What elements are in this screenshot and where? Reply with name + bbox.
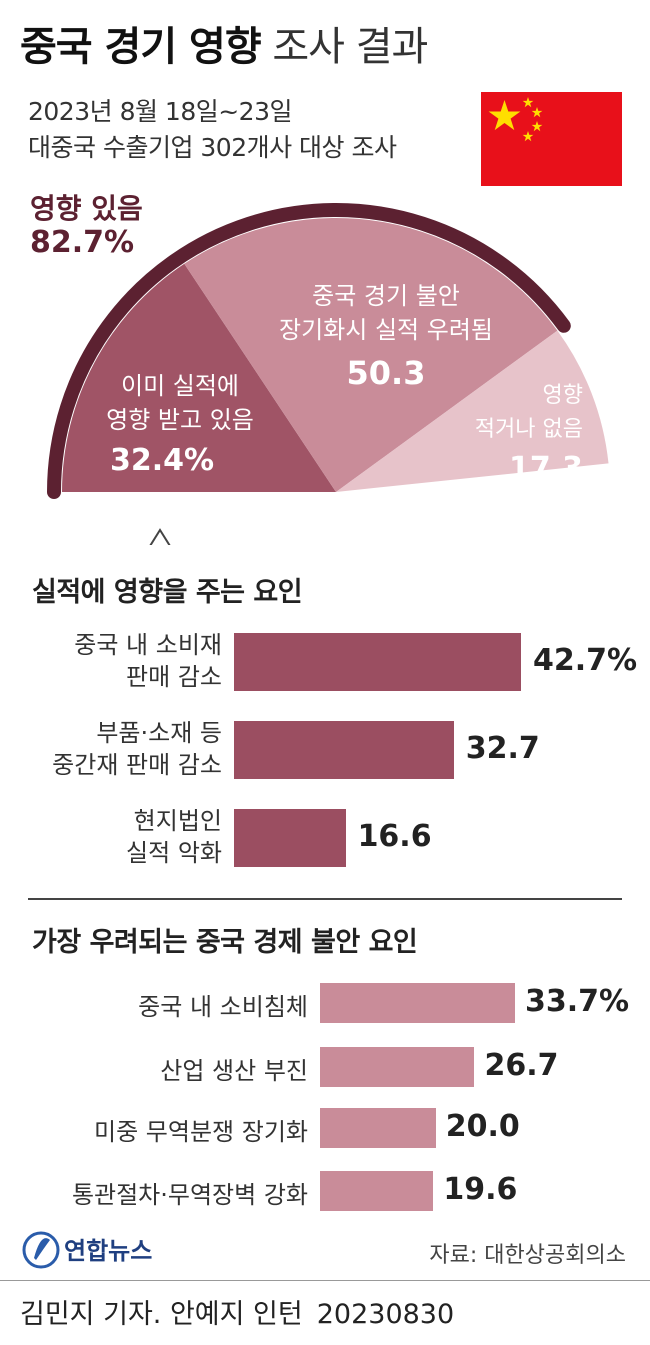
- section1-title: 실적에 영향을 주는 요인: [32, 577, 303, 608]
- bar-concern-label-2: 미중 무역분쟁 장기화: [94, 1118, 308, 1146]
- slice-0-label-line1: 이미 실적에: [121, 372, 239, 400]
- china-flag-icon: [481, 92, 622, 186]
- bar-concern-label-3: 통관절차·무역장벽 강화: [71, 1181, 308, 1209]
- section2-title: 가장 우려되는 중국 경제 불안 요인: [32, 927, 418, 958]
- bar-performance-0: [234, 633, 521, 691]
- pie-slice-worried: [184, 217, 558, 492]
- footer-divider: [0, 1280, 650, 1281]
- bar-performance-label-line1: 현지법인: [133, 807, 222, 835]
- total-impact-label: 영향 있음: [30, 192, 143, 225]
- slice-0-value: 32.4%: [110, 443, 214, 478]
- credit-date: 20230830: [316, 1299, 455, 1330]
- bar-performance-1: [234, 721, 454, 779]
- title-bold: 중국 경기 영향: [20, 24, 262, 70]
- impact-total-arc: [47, 203, 571, 499]
- total-impact-value: 82.7%: [30, 225, 134, 260]
- slice-2-label-line2: 적거나 없음: [475, 417, 583, 442]
- bar-performance-label-line2: 판매 감소: [126, 663, 222, 691]
- bar-concern-1: [320, 1047, 475, 1087]
- bar-concern-label-0: 중국 내 소비침체: [138, 993, 308, 1021]
- bar-concern-0: [320, 983, 515, 1023]
- credit-line: 김민지 기자. 안예지 인턴 20230830: [20, 1292, 454, 1331]
- subtitle-sample: 대중국 수출기업 302개사 대상 조사: [28, 133, 397, 162]
- page-title: 중국 경기 영향 조사 결과: [20, 14, 428, 72]
- title-normal: 조사 결과: [272, 24, 428, 70]
- bar-concern-value-3: 19.6: [443, 1172, 518, 1207]
- slice-2-value: 17.3: [509, 451, 583, 486]
- yonhap-logo: 연합뉴스: [22, 1231, 152, 1269]
- baseline-pointer: [149, 528, 171, 545]
- bar-concern-label-1: 산업 생산 부진: [160, 1057, 308, 1085]
- bar-performance-value-1: 32.7: [465, 731, 540, 766]
- bar-performance-2: [234, 809, 346, 867]
- bar-performance-label-line1: 부품·소재 등: [96, 719, 222, 747]
- bar-concern-3: [320, 1171, 434, 1211]
- slice-2-label-line1: 영향: [543, 383, 583, 408]
- credit-reporter: 김민지 기자. 안예지 인턴: [20, 1299, 303, 1330]
- bar-concern-value-1: 26.7: [484, 1048, 559, 1083]
- bar-concern-value-0: 33.7%: [525, 984, 630, 1019]
- bar-performance-label-line1: 중국 내 소비재: [74, 631, 222, 659]
- bar-performance-label-line2: 실적 악화: [126, 839, 222, 867]
- bar-concern-2: [320, 1108, 436, 1148]
- slice-1-label-line1: 중국 경기 불안: [312, 282, 460, 310]
- subtitle-date: 2023년 8월 18일~23일: [28, 97, 293, 126]
- pie-slice-already-affected: [62, 263, 336, 492]
- bar-performance-value-2: 16.6: [357, 819, 432, 854]
- bar-performance-label-line2: 중간재 판매 감소: [52, 751, 222, 779]
- logo-text: 연합뉴스: [64, 1237, 152, 1265]
- slice-0-label-line2: 영향 받고 있음: [106, 406, 254, 434]
- section-divider: [28, 898, 622, 900]
- bar-concern-value-2: 20.0: [445, 1109, 520, 1144]
- semicircle-pie-chart: 영향 있음 82.7% 이미 실적에 영향 받고 있음 32.4% 중국 경기 …: [30, 192, 609, 545]
- slice-1-label-line2: 장기화시 실적 우려됨: [279, 316, 493, 344]
- bar-performance-value-0: 42.7%: [533, 643, 638, 678]
- pie-slice-little-or-none: [336, 330, 609, 492]
- source-note: 자료: 대한상공회의소: [429, 1243, 626, 1268]
- slice-1-value: 50.3: [347, 354, 426, 392]
